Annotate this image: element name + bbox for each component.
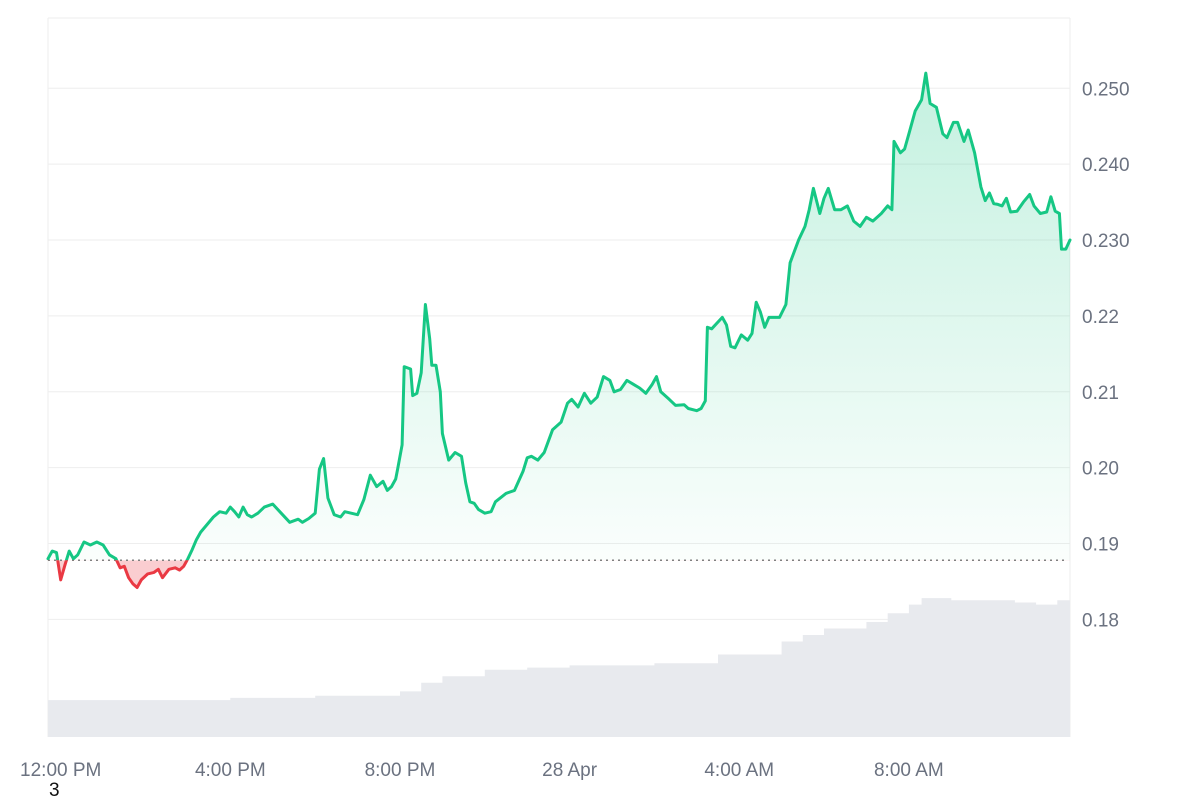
price-area-down	[57, 560, 188, 588]
y-tick-label-3: 0.21	[1082, 383, 1119, 404]
x-tick-label-3: 28 Apr	[542, 760, 598, 781]
x-tick-label-0: 12:00 PM	[20, 760, 101, 781]
y-tick-label-2: 0.20	[1082, 459, 1119, 480]
area-layer	[48, 73, 1070, 588]
y-tick-label-5: 0.230	[1082, 231, 1130, 252]
footnote-label: 3	[49, 780, 60, 801]
volume-layer	[48, 598, 1070, 737]
y-tick-label-1: 0.19	[1082, 535, 1119, 556]
x-tick-label-4: 4:00 AM	[704, 760, 774, 781]
price-line-up	[46, 71, 1072, 561]
x-tick-label-2: 8:00 PM	[365, 760, 436, 781]
y-tick-label-6: 0.240	[1082, 155, 1130, 176]
x-tick-label-1: 4:00 PM	[195, 760, 266, 781]
x-tick-label-5: 8:00 AM	[874, 760, 944, 781]
y-tick-label-7: 0.250	[1082, 79, 1130, 100]
x-axis: 12:00 PM 4:00 PM 8:00 PM 28 Apr 4:00 AM 8:00 …	[20, 760, 944, 781]
y-tick-label-0: 0.18	[1082, 610, 1119, 631]
y-axis: 0.18 0.19 0.20 0.21 0.22 0.230 0.240 0.250	[1082, 79, 1130, 631]
volume-area	[48, 598, 1070, 737]
price-area-up	[48, 73, 1070, 561]
line-layer	[46, 71, 1072, 589]
y-tick-label-4: 0.22	[1082, 307, 1119, 328]
